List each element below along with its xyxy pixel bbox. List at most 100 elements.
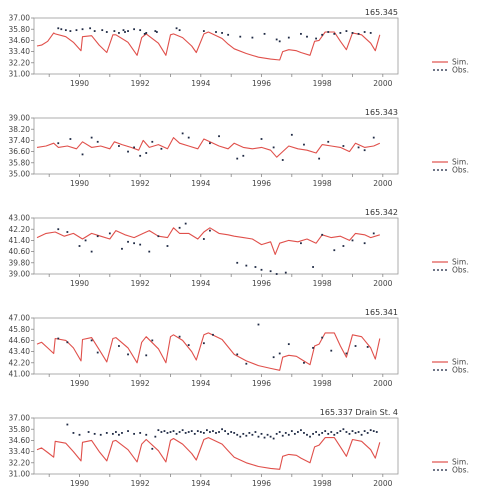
x-tick-label: 1998 bbox=[313, 179, 332, 188]
obs-point bbox=[84, 239, 87, 242]
chart-panel-2: 39.00 38.20 37.40 36.60 35.80 35.00 1990 1992 19… bbox=[9, 108, 469, 188]
obs-point bbox=[321, 336, 324, 339]
legend-sim-label: Sim. bbox=[452, 258, 469, 267]
obs-point bbox=[172, 430, 175, 432]
obs-point bbox=[345, 431, 348, 433]
obs-point bbox=[363, 149, 366, 152]
obs-point bbox=[196, 430, 199, 432]
obs-point bbox=[221, 32, 223, 34]
obs-point bbox=[99, 433, 102, 436]
y-tick-label: 42.20 bbox=[9, 358, 31, 367]
obs-point bbox=[354, 345, 357, 347]
obs-point bbox=[266, 433, 269, 436]
chart-title: 165.337 Drain St. 4 bbox=[320, 408, 398, 417]
obs-point bbox=[133, 242, 135, 245]
obs-point bbox=[312, 266, 314, 268]
obs-point bbox=[151, 447, 154, 450]
obs-point bbox=[93, 30, 96, 32]
sim-series-line bbox=[36, 227, 380, 255]
obs-point bbox=[275, 273, 278, 275]
x-tick-label: 1990 bbox=[70, 279, 89, 288]
obs-point bbox=[254, 266, 257, 268]
x-tick-label: 2000 bbox=[373, 79, 392, 88]
obs-point bbox=[66, 231, 69, 233]
x-tick-label: 1994 bbox=[191, 179, 210, 188]
obs-point bbox=[145, 354, 148, 357]
plot-frame bbox=[33, 17, 399, 75]
obs-point bbox=[333, 32, 336, 35]
legend-sim-label: Sim. bbox=[452, 58, 469, 67]
obs-point bbox=[139, 154, 142, 157]
obs-point bbox=[372, 232, 375, 235]
x-tick-label: 1998 bbox=[313, 379, 332, 388]
obs-point bbox=[321, 432, 324, 434]
sim-series-line bbox=[36, 332, 381, 371]
obs-point bbox=[366, 346, 369, 348]
obs-point bbox=[227, 33, 230, 36]
obs-point bbox=[181, 429, 184, 432]
obs-point bbox=[275, 38, 278, 41]
obs-point bbox=[242, 154, 245, 157]
obs-point bbox=[163, 430, 166, 432]
obs-point bbox=[90, 339, 93, 342]
obs-point bbox=[300, 242, 302, 245]
obs-point bbox=[224, 430, 226, 432]
x-tick-label: 1990 bbox=[70, 179, 89, 188]
obs-point bbox=[93, 432, 96, 435]
obs-point bbox=[263, 436, 266, 439]
obs-point bbox=[221, 428, 223, 431]
legend-obs-swatch bbox=[433, 269, 435, 271]
obs-point bbox=[90, 136, 93, 139]
obs-point bbox=[357, 32, 360, 35]
obs-point bbox=[160, 431, 163, 433]
obs-point bbox=[145, 32, 148, 34]
x-tick-label: 1996 bbox=[252, 379, 271, 388]
obs-point bbox=[351, 430, 354, 432]
y-tick-label: 38.20 bbox=[9, 125, 31, 134]
y-tick-label: 37.40 bbox=[9, 136, 31, 145]
obs-point bbox=[57, 142, 60, 145]
obs-point bbox=[60, 28, 63, 31]
y-tick-label: 44.60 bbox=[9, 336, 31, 345]
obs-point bbox=[101, 29, 104, 32]
y-tick-label: 40.60 bbox=[9, 247, 31, 256]
obs-point bbox=[127, 30, 129, 32]
x-tick-label: 1992 bbox=[131, 79, 150, 88]
y-tick-label: 32.20 bbox=[9, 58, 31, 67]
obs-point bbox=[145, 433, 148, 436]
legend-obs-label: Obs. bbox=[452, 466, 469, 475]
obs-point bbox=[290, 430, 293, 432]
obs-point bbox=[215, 31, 217, 33]
legend-obs-swatch bbox=[445, 469, 447, 471]
x-tick-label: 1992 bbox=[131, 379, 150, 388]
x-tick-label: 1998 bbox=[313, 279, 332, 288]
obs-point bbox=[154, 30, 157, 32]
legend-obs-swatch bbox=[441, 69, 443, 71]
x-tick-label: 1996 bbox=[252, 179, 271, 188]
legend-obs-swatch bbox=[433, 369, 435, 371]
obs-point bbox=[303, 432, 305, 434]
obs-point bbox=[184, 222, 187, 225]
x-tick-label: 1990 bbox=[70, 379, 89, 388]
obs-point bbox=[178, 226, 181, 229]
y-tick-label: 32.20 bbox=[9, 458, 31, 467]
x-tick-label: 1992 bbox=[131, 479, 150, 488]
obs-point bbox=[175, 27, 178, 30]
obs-point bbox=[318, 433, 321, 436]
obs-point bbox=[278, 352, 281, 355]
obs-point bbox=[324, 430, 327, 432]
obs-point bbox=[121, 432, 123, 434]
obs-point bbox=[254, 431, 257, 433]
y-tick-label: 34.60 bbox=[9, 436, 31, 445]
x-tick-label: 1992 bbox=[131, 179, 150, 188]
x-tick-label: 2000 bbox=[373, 279, 392, 288]
obs-point bbox=[351, 32, 354, 34]
obs-point bbox=[345, 352, 348, 355]
obs-point bbox=[212, 430, 214, 432]
obs-point bbox=[375, 431, 378, 433]
legend-obs-swatch bbox=[441, 469, 443, 471]
obs-point bbox=[236, 353, 239, 356]
legend-obs-swatch bbox=[437, 369, 439, 371]
legend-obs-swatch bbox=[445, 269, 447, 271]
